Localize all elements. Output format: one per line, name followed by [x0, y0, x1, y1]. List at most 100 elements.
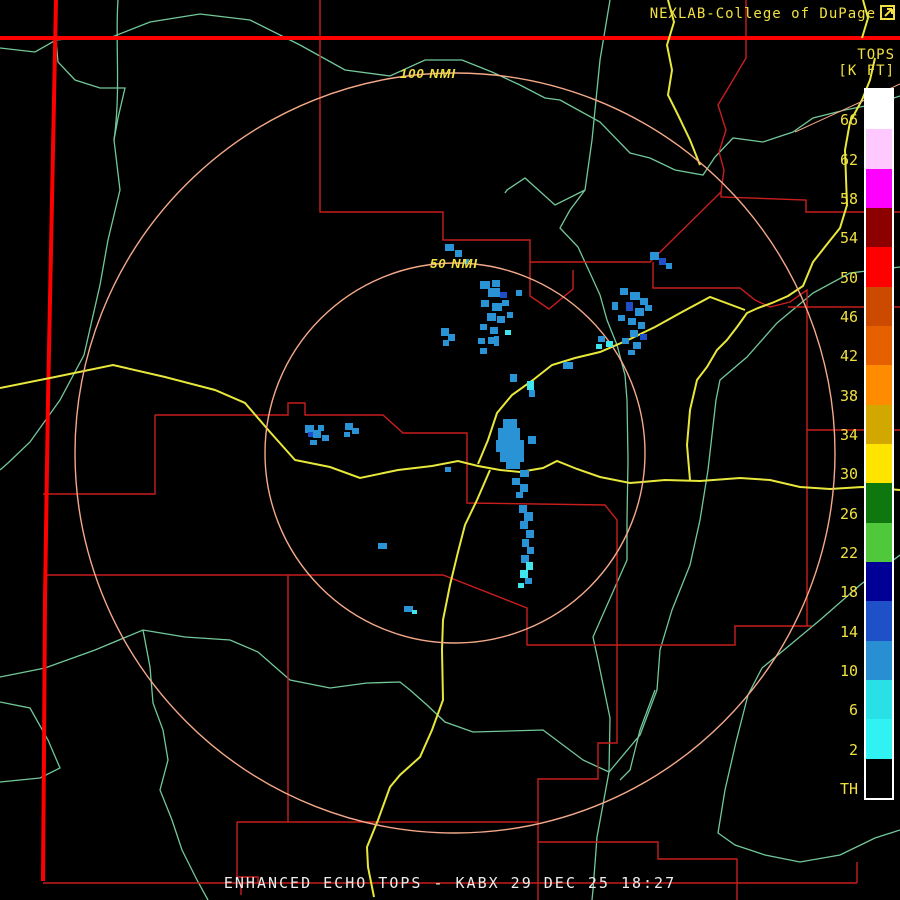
radar-echo-cell — [412, 610, 417, 614]
radar-echo-cell — [404, 606, 413, 612]
colorbar-label: 2 — [848, 740, 858, 759]
radar-echo-cell — [527, 381, 534, 390]
radar-echo-cell — [628, 350, 635, 355]
radar-echo-cell — [520, 570, 528, 578]
range-ring-50nmi — [264, 262, 646, 644]
colorbar-label: 22 — [839, 544, 858, 562]
radar-echo-cell — [525, 578, 532, 584]
product-caption: ENHANCED ECHO TOPS - KABX 29 DEC 25 18:2… — [223, 874, 677, 892]
radar-echo-cell — [480, 324, 487, 330]
radar-echo-cell — [503, 419, 517, 429]
radar-echo-cell — [448, 334, 455, 341]
radar-echo-cell — [520, 521, 528, 529]
radar-echo-cell — [322, 435, 329, 441]
radar-echo-cell — [378, 543, 387, 549]
radar-echo-cell — [506, 461, 520, 469]
radar-echo-cell — [345, 423, 353, 430]
colorbar-label: 46 — [839, 308, 858, 326]
range-ring-layer — [74, 72, 900, 834]
colorbar-label: 34 — [839, 426, 858, 444]
echo-layer — [305, 244, 672, 614]
radar-echo-cell — [598, 336, 605, 342]
brand-text: NEXLAB-College of DuPage — [649, 6, 876, 22]
radar-echo-cell — [612, 302, 618, 310]
colorbar-segment-26 — [866, 483, 892, 524]
colorbar-label: 54 — [839, 229, 858, 248]
colorbar-segment-TH — [866, 758, 892, 799]
radar-echo-cell — [463, 259, 469, 264]
radar-echo-cell — [313, 430, 321, 438]
colorbar-segment-30 — [866, 444, 892, 484]
colorbar-label: 42 — [839, 347, 858, 366]
range-ring-100nmi — [74, 72, 836, 834]
radar-echo-cell — [487, 313, 496, 321]
radar-echo-cell — [520, 484, 528, 492]
radar-echo-cell — [640, 334, 647, 340]
brand-logo-icon — [880, 5, 895, 20]
colorbar-label: 38 — [839, 386, 858, 405]
radar-echo-cell — [492, 303, 502, 311]
radar-echo-cell — [516, 492, 523, 498]
radar-echo-cell — [478, 338, 485, 344]
radar-echo-cell — [352, 428, 359, 434]
colorbar-label: 10 — [839, 662, 858, 680]
colorbar-label: 18 — [839, 583, 858, 602]
colorbar-title-line1: TOPS — [857, 47, 895, 63]
colorbar-label: 14 — [839, 622, 858, 641]
radar-echo-cell — [630, 330, 638, 337]
radar-echo-cell — [666, 263, 672, 269]
radar-echo-cell — [445, 244, 454, 251]
radar-echo-cell — [496, 440, 524, 452]
radar-echo-cell — [502, 300, 509, 306]
radar-echo-cell — [494, 336, 499, 346]
radar-echo-cell — [606, 341, 613, 347]
radar-echo-cell — [518, 583, 524, 588]
radar-echo-cell — [497, 316, 505, 323]
radar-echo-cell — [618, 315, 625, 321]
radar-echo-cell — [510, 374, 517, 382]
radar-echo-cell — [528, 436, 536, 444]
colorbar-label: TH — [839, 780, 858, 798]
county-border-layer — [43, 0, 900, 900]
colorbar-segment-10 — [866, 640, 892, 681]
radar-echo-cell — [522, 539, 529, 547]
colorbar-segment-54 — [866, 208, 892, 248]
radar-echo-cell — [520, 470, 529, 477]
radar-echo-cell — [498, 428, 520, 442]
radar-echo-cell — [445, 467, 451, 472]
radar-echo-cell — [640, 298, 648, 305]
colorbar-title-line2: [K FT] — [838, 63, 895, 79]
radar-echo-cell — [305, 425, 314, 433]
radar-echo-cell — [626, 302, 633, 311]
radar-echo-cell — [507, 312, 513, 318]
colorbar-segment-46 — [866, 286, 892, 327]
colorbar-segment-38 — [866, 365, 892, 406]
colorbar-label: 62 — [839, 150, 858, 169]
colorbar-segment-66 — [866, 90, 892, 130]
radar-echo-cell — [638, 322, 645, 329]
radar-echo-cell — [480, 348, 487, 354]
colorbar-segment-34 — [866, 404, 892, 445]
radar-echo-cell — [630, 292, 640, 300]
radar-echo-cell — [505, 330, 511, 335]
radar-echo-cell — [308, 432, 313, 437]
radar-echo-cell — [516, 290, 522, 296]
radar-echo-cell — [620, 288, 628, 295]
colorbar-label: 6 — [848, 701, 858, 720]
radar-echo-cell — [488, 288, 500, 297]
radar-echo-cell — [481, 300, 489, 307]
colorbar-segment-22 — [866, 522, 892, 563]
radar-echo-cell — [529, 390, 535, 397]
colorbar-segment-14 — [866, 601, 892, 642]
radar-echo-cell — [492, 280, 500, 287]
colorbar-segment-58 — [866, 168, 892, 209]
radar-echo-cell — [526, 562, 533, 570]
colorbar-label: 66 — [839, 111, 858, 130]
colorbar-label: 58 — [839, 190, 858, 208]
radar-echo-cell — [488, 337, 498, 344]
